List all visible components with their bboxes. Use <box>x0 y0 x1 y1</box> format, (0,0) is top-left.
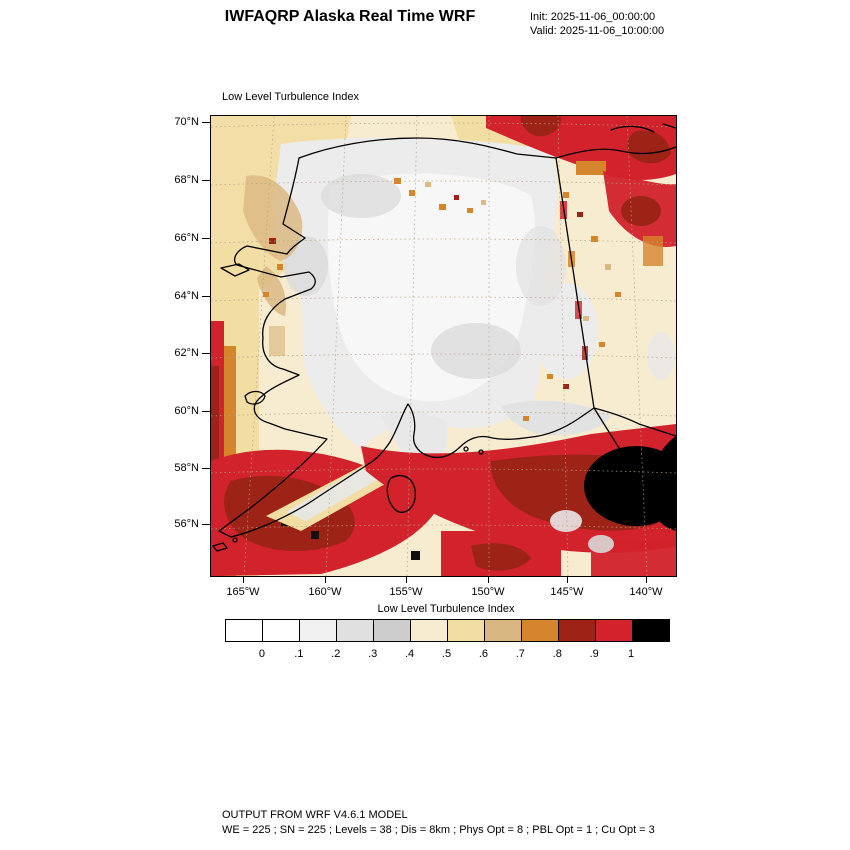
lat-tick-label: 70°N <box>174 116 199 128</box>
model-times: Init: 2025-11-06_00:00:00 Valid: 2025-11… <box>530 10 664 38</box>
speckle-layer <box>263 178 621 421</box>
colorbar-tick-label: 1 <box>628 648 635 660</box>
colorbar-segment <box>522 620 559 641</box>
colorbar-title: Low Level Turbulence Index <box>377 603 515 615</box>
lat-tick <box>202 524 210 525</box>
footer-line2: WE = 225 ; SN = 225 ; Levels = 38 ; Dis … <box>222 824 655 836</box>
colorbar-segment <box>226 620 263 641</box>
map-field-label: Low Level Turbulence Index <box>222 91 359 103</box>
colorbar-tick-label: 0 <box>258 648 265 660</box>
lon-tick <box>646 576 647 583</box>
colorbar-segment <box>596 620 633 641</box>
lon-tick <box>325 576 326 583</box>
colorbar-segment <box>485 620 522 641</box>
colorbar-tick-label: .6 <box>478 648 488 660</box>
lat-tick <box>202 411 210 412</box>
figure-title: IWFAQRP Alaska Real Time WRF <box>224 8 476 25</box>
colorbar-labels: 0 .1 .2 .3 .4 .5 .6 .7 .8 .9 1 <box>225 648 668 662</box>
lon-tick-label: 150°W <box>471 586 505 598</box>
colorbar-segment <box>337 620 374 641</box>
colorbar-segment <box>263 620 300 641</box>
lon-tick <box>567 576 568 583</box>
lat-tick <box>202 353 210 354</box>
lon-tick-label: 145°W <box>550 586 584 598</box>
lat-tick-label: 66°N <box>174 232 199 244</box>
colorbar-segment <box>448 620 485 641</box>
lat-tick <box>202 238 210 239</box>
coastline-layer <box>212 123 676 552</box>
map-canvas <box>211 116 676 576</box>
lat-tick-label: 64°N <box>174 290 199 302</box>
colorbar-tick-label: .4 <box>404 648 415 660</box>
lat-tick <box>202 468 210 469</box>
lon-tick <box>488 576 489 583</box>
colorbar-segment <box>559 620 596 641</box>
lon-tick <box>406 576 407 583</box>
lon-axis: 165°W 160°W 155°W 150°W 145°W 140°W <box>210 576 677 604</box>
footer-line1: OUTPUT FROM WRF V4.6.1 MODEL <box>222 809 408 821</box>
valid-time: Valid: 2025-11-06_10:00:00 <box>530 25 665 37</box>
lon-tick-label: 140°W <box>629 586 663 598</box>
colorbar-tick-label: .3 <box>368 648 378 660</box>
colorbar-tick-label: .1 <box>294 648 304 660</box>
colorbar <box>225 619 670 642</box>
lat-tick-label: 56°N <box>174 518 199 530</box>
colorbar-segment <box>633 620 669 641</box>
lon-tick <box>243 576 244 583</box>
init-time: Init: 2025-11-06_00:00:00 <box>530 11 656 23</box>
lat-tick <box>202 180 210 181</box>
lon-tick-label: 155°W <box>389 586 423 598</box>
colorbar-segment <box>374 620 411 641</box>
colorbar-tick-label: .5 <box>441 648 452 660</box>
lat-tick-label: 60°N <box>174 405 199 417</box>
colorbar-segment <box>411 620 448 641</box>
colorbar-tick-label: .8 <box>552 648 562 660</box>
lon-tick-label: 165°W <box>226 586 260 598</box>
lat-tick <box>202 296 210 297</box>
lat-tick-label: 58°N <box>174 462 199 474</box>
lon-tick-label: 160°W <box>308 586 342 598</box>
colorbar-tick-label: .7 <box>515 648 525 660</box>
lat-tick-label: 62°N <box>174 347 199 359</box>
colorbar-tick-label: .9 <box>589 648 599 660</box>
lat-tick <box>202 122 210 123</box>
colorbar-tick-label: .2 <box>331 648 341 660</box>
footer: OUTPUT FROM WRF V4.6.1 MODEL WE = 225 ; … <box>222 808 655 838</box>
lat-axis: 70°N 68°N 66°N 64°N 62°N 60°N 58°N 56°N <box>168 115 210 575</box>
lat-tick-label: 68°N <box>174 174 199 186</box>
graticule-layer <box>211 116 676 576</box>
colorbar-segment <box>300 620 337 641</box>
map-frame <box>210 115 677 577</box>
